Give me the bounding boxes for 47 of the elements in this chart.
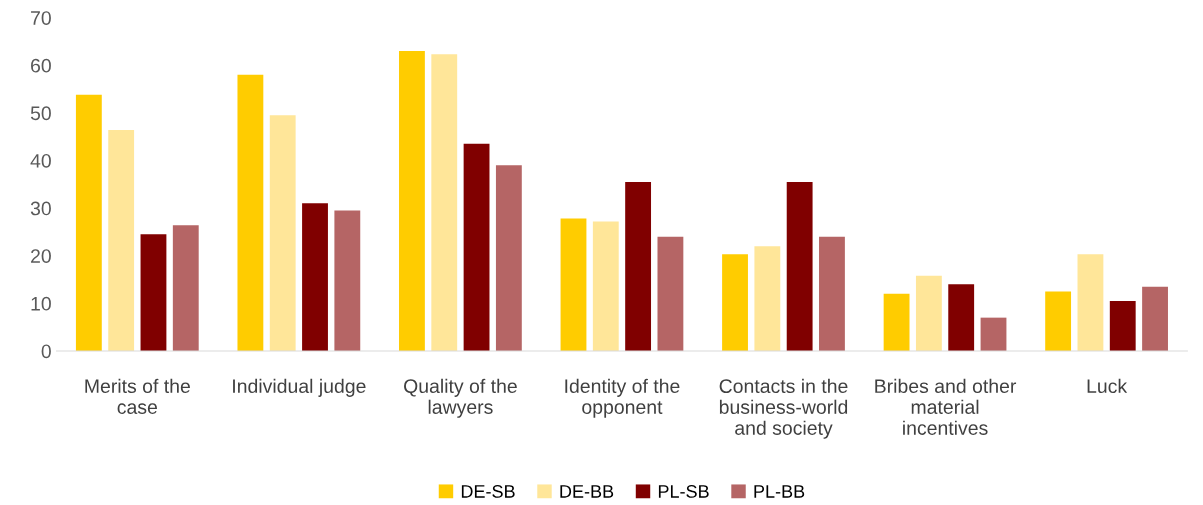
x-tick-label: Contacts in the business-world and society [719,378,848,439]
bar [560,218,587,351]
bar [1077,254,1104,351]
bar [1142,286,1168,351]
bar [819,236,845,351]
bar [786,181,813,351]
bar [495,165,522,351]
bar [657,236,684,351]
bar [334,210,361,351]
y-tick-label: 10 [31,296,51,311]
bar [592,221,619,351]
bar [269,115,296,351]
bar [754,246,781,351]
bar [431,54,458,351]
bar [948,284,975,351]
x-tick-label: Quality of the lawyers [404,378,517,418]
y-tick-label: 40 [30,153,51,168]
y-tick-label: 30 [30,201,51,216]
y-tick-label: 60 [31,58,51,73]
legend-label: DE-SB [461,485,515,498]
bar [1045,291,1072,351]
y-tick-label: 70 [31,11,51,25]
bar [172,225,199,351]
bar [883,293,910,351]
bar [1109,300,1136,351]
bar [108,130,135,351]
x-tick-label: Luck [1087,378,1128,394]
bar [915,275,942,351]
bar [140,234,167,351]
bar [237,74,264,351]
x-tick-label: Individual judge [233,378,366,397]
legend-label: DE-BB [560,485,614,498]
bar [722,254,748,351]
x-tick-label: Merits of the case [85,378,190,414]
bar [302,203,328,351]
bar [625,181,652,351]
bar [75,94,102,351]
x-tick-label: Bribes and other material incentives [875,378,1017,435]
legend-label: PL-SB [658,485,709,498]
y-tick-label: 20 [31,249,51,263]
legend-label: PL-BB [754,485,805,498]
bar [980,317,1007,351]
bar [399,51,425,351]
y-tick-label: 0 [41,344,51,359]
bar [463,143,490,351]
x-tick-label: Identity of the opponent [565,378,680,418]
y-tick-label: 50 [30,106,51,121]
